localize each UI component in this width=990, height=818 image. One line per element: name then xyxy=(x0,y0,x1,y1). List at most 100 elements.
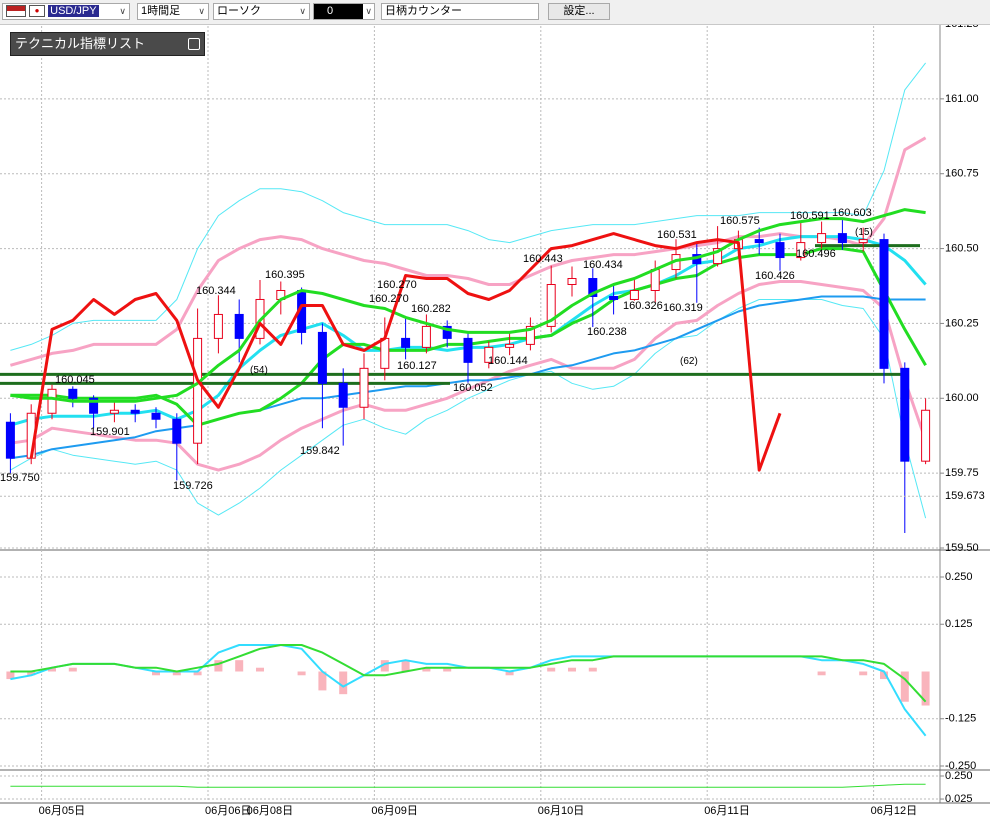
candle-body xyxy=(505,343,515,348)
candle-body xyxy=(463,337,473,363)
candle-body xyxy=(629,289,639,300)
price-annotation: 160.238 xyxy=(587,326,627,338)
x-tick-label: 06月11日 xyxy=(704,805,750,817)
y-tick-label: 160.75 xyxy=(945,168,979,180)
price-annotation: 160.591 xyxy=(790,210,830,222)
indicator-line xyxy=(10,62,926,351)
symbol-select[interactable]: ● USD/JPY ∨ xyxy=(2,3,130,20)
indicator-line xyxy=(10,644,927,703)
candle-body xyxy=(338,382,348,408)
candle-body xyxy=(109,409,119,414)
y-tick-label: -0.250 xyxy=(945,760,976,772)
field: 0 xyxy=(327,5,334,17)
candle-body xyxy=(151,412,161,420)
candle-body xyxy=(130,409,140,414)
candle-body xyxy=(588,278,598,297)
price-annotation: 160.144 xyxy=(488,355,528,367)
price-annotation: 160.531 xyxy=(657,229,697,241)
price-annotation: 160.603 xyxy=(832,207,872,219)
candle-body xyxy=(525,325,535,345)
candle-body xyxy=(193,337,203,444)
candle-body xyxy=(401,337,411,348)
level-label: (54) xyxy=(250,365,268,376)
x-tick-label: 06月10日 xyxy=(538,805,584,817)
histogram-bar xyxy=(380,660,389,672)
candle-body xyxy=(775,242,785,259)
dropdown-arrow: ∨ xyxy=(198,6,205,16)
candle-body xyxy=(817,233,827,244)
price-annotation: 159.842 xyxy=(300,445,340,457)
y-tick-label: 0.025 xyxy=(945,793,973,805)
price-annotation: 160.344 xyxy=(196,285,236,297)
price-annotation: 160.426 xyxy=(755,270,795,282)
settings-button[interactable]: 設定... xyxy=(548,3,610,20)
panel-icon[interactable] xyxy=(188,38,200,50)
flag-icon xyxy=(6,5,26,18)
candle-body xyxy=(234,313,244,339)
histogram-bar xyxy=(318,671,327,691)
price-annotation: 160.319 xyxy=(663,302,703,314)
chart-type: ローソク xyxy=(217,5,261,17)
price-annotation: 159.750 xyxy=(0,472,40,484)
histogram-bar xyxy=(900,671,909,702)
dropdown-arrow: ∨ xyxy=(299,6,306,16)
candle-body xyxy=(213,313,223,339)
candle-body xyxy=(754,239,764,244)
y-tick-label: 160.25 xyxy=(945,317,979,329)
price-annotation: 160.282 xyxy=(411,303,451,315)
histogram-bar xyxy=(193,671,202,676)
price-annotation: 160.575 xyxy=(720,215,760,227)
indicator-panel[interactable]: テクニカル指標リスト xyxy=(10,32,205,56)
x-tick-label: 06月05日 xyxy=(39,805,85,817)
price-annotation: 160.496 xyxy=(796,248,836,260)
candle-body xyxy=(89,397,99,414)
y-tick-label: 159.50 xyxy=(945,542,979,554)
histogram-bar xyxy=(48,667,56,672)
settings: 設定... xyxy=(563,5,595,17)
histogram-bar xyxy=(172,671,181,676)
candle-body xyxy=(380,337,390,369)
y-tick-label: -0.125 xyxy=(945,713,976,725)
candle-body xyxy=(713,248,723,265)
histogram-bar xyxy=(921,671,930,706)
candle-body xyxy=(47,388,57,414)
histogram-bar xyxy=(505,671,514,676)
candle-body xyxy=(858,239,868,244)
y-tick-label: 0.250 xyxy=(945,571,973,583)
symbol: USD/JPY xyxy=(48,5,99,17)
histogram-bar xyxy=(152,671,160,676)
price-annotation: 160.395 xyxy=(265,269,305,281)
candle-body xyxy=(172,418,182,444)
candle-body xyxy=(484,346,494,363)
indicator-line xyxy=(10,299,927,519)
counter-input[interactable]: 日柄カウンター xyxy=(381,3,539,20)
indicator-line xyxy=(10,644,927,737)
price-annotation: 160.127 xyxy=(397,360,437,372)
price-annotation: 160.443 xyxy=(523,253,563,265)
y-tick-label: 161.00 xyxy=(945,93,979,105)
histogram-bar xyxy=(443,667,452,672)
chart-type-select[interactable]: ローソク ∨ xyxy=(213,3,310,20)
histogram-bar xyxy=(297,671,306,676)
timeframe-select[interactable]: 1時間足 ∨ xyxy=(137,3,209,20)
candle-body xyxy=(921,409,931,462)
indicator-line xyxy=(10,783,926,788)
indicator-line xyxy=(10,208,926,403)
price-annotation: 160.270 xyxy=(377,279,417,291)
candle-body xyxy=(5,421,15,459)
indicator-line xyxy=(10,280,928,472)
y-tick-label: 0.250 xyxy=(945,770,973,782)
candle-body xyxy=(442,325,452,339)
candle-body xyxy=(900,367,910,462)
histogram-bar xyxy=(256,667,264,672)
histogram-bar xyxy=(27,671,36,676)
x-tick-label: 06月12日 xyxy=(871,805,917,817)
x-tick-label: 06月06日 xyxy=(205,805,251,817)
y-tick-label: 160.50 xyxy=(945,242,979,254)
candle-body xyxy=(567,278,577,286)
indicator-panel-title: テクニカル指標リスト xyxy=(15,36,146,51)
price-annotation: 160.052 xyxy=(453,382,493,394)
field-select[interactable]: 0 ∨ xyxy=(313,3,375,20)
